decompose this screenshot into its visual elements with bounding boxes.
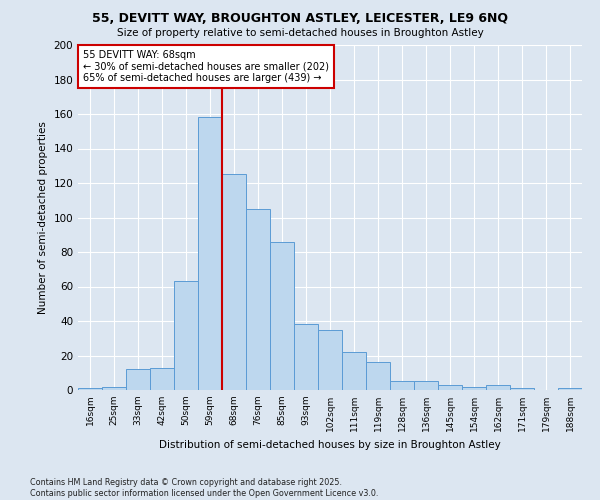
Text: Size of property relative to semi-detached houses in Broughton Astley: Size of property relative to semi-detach… [116,28,484,38]
Bar [462,386,486,390]
Bar [270,242,294,390]
Bar [294,324,318,390]
Bar [78,388,102,390]
Bar [558,388,582,390]
Bar [126,370,150,390]
Bar [102,386,126,390]
Y-axis label: Number of semi-detached properties: Number of semi-detached properties [38,121,48,314]
Bar [486,385,510,390]
Text: 55 DEVITT WAY: 68sqm
← 30% of semi-detached houses are smaller (202)
65% of semi: 55 DEVITT WAY: 68sqm ← 30% of semi-detac… [83,50,329,84]
Bar [414,382,438,390]
Bar [222,174,246,390]
Bar [366,362,390,390]
Bar [246,209,270,390]
Bar [318,330,342,390]
X-axis label: Distribution of semi-detached houses by size in Broughton Astley: Distribution of semi-detached houses by … [159,440,501,450]
Bar [438,385,462,390]
Text: 55, DEVITT WAY, BROUGHTON ASTLEY, LEICESTER, LE9 6NQ: 55, DEVITT WAY, BROUGHTON ASTLEY, LEICES… [92,12,508,26]
Bar [342,352,366,390]
Text: Contains HM Land Registry data © Crown copyright and database right 2025.
Contai: Contains HM Land Registry data © Crown c… [30,478,379,498]
Bar [198,118,222,390]
Bar [150,368,174,390]
Bar [390,382,414,390]
Bar [510,388,534,390]
Bar [174,282,198,390]
